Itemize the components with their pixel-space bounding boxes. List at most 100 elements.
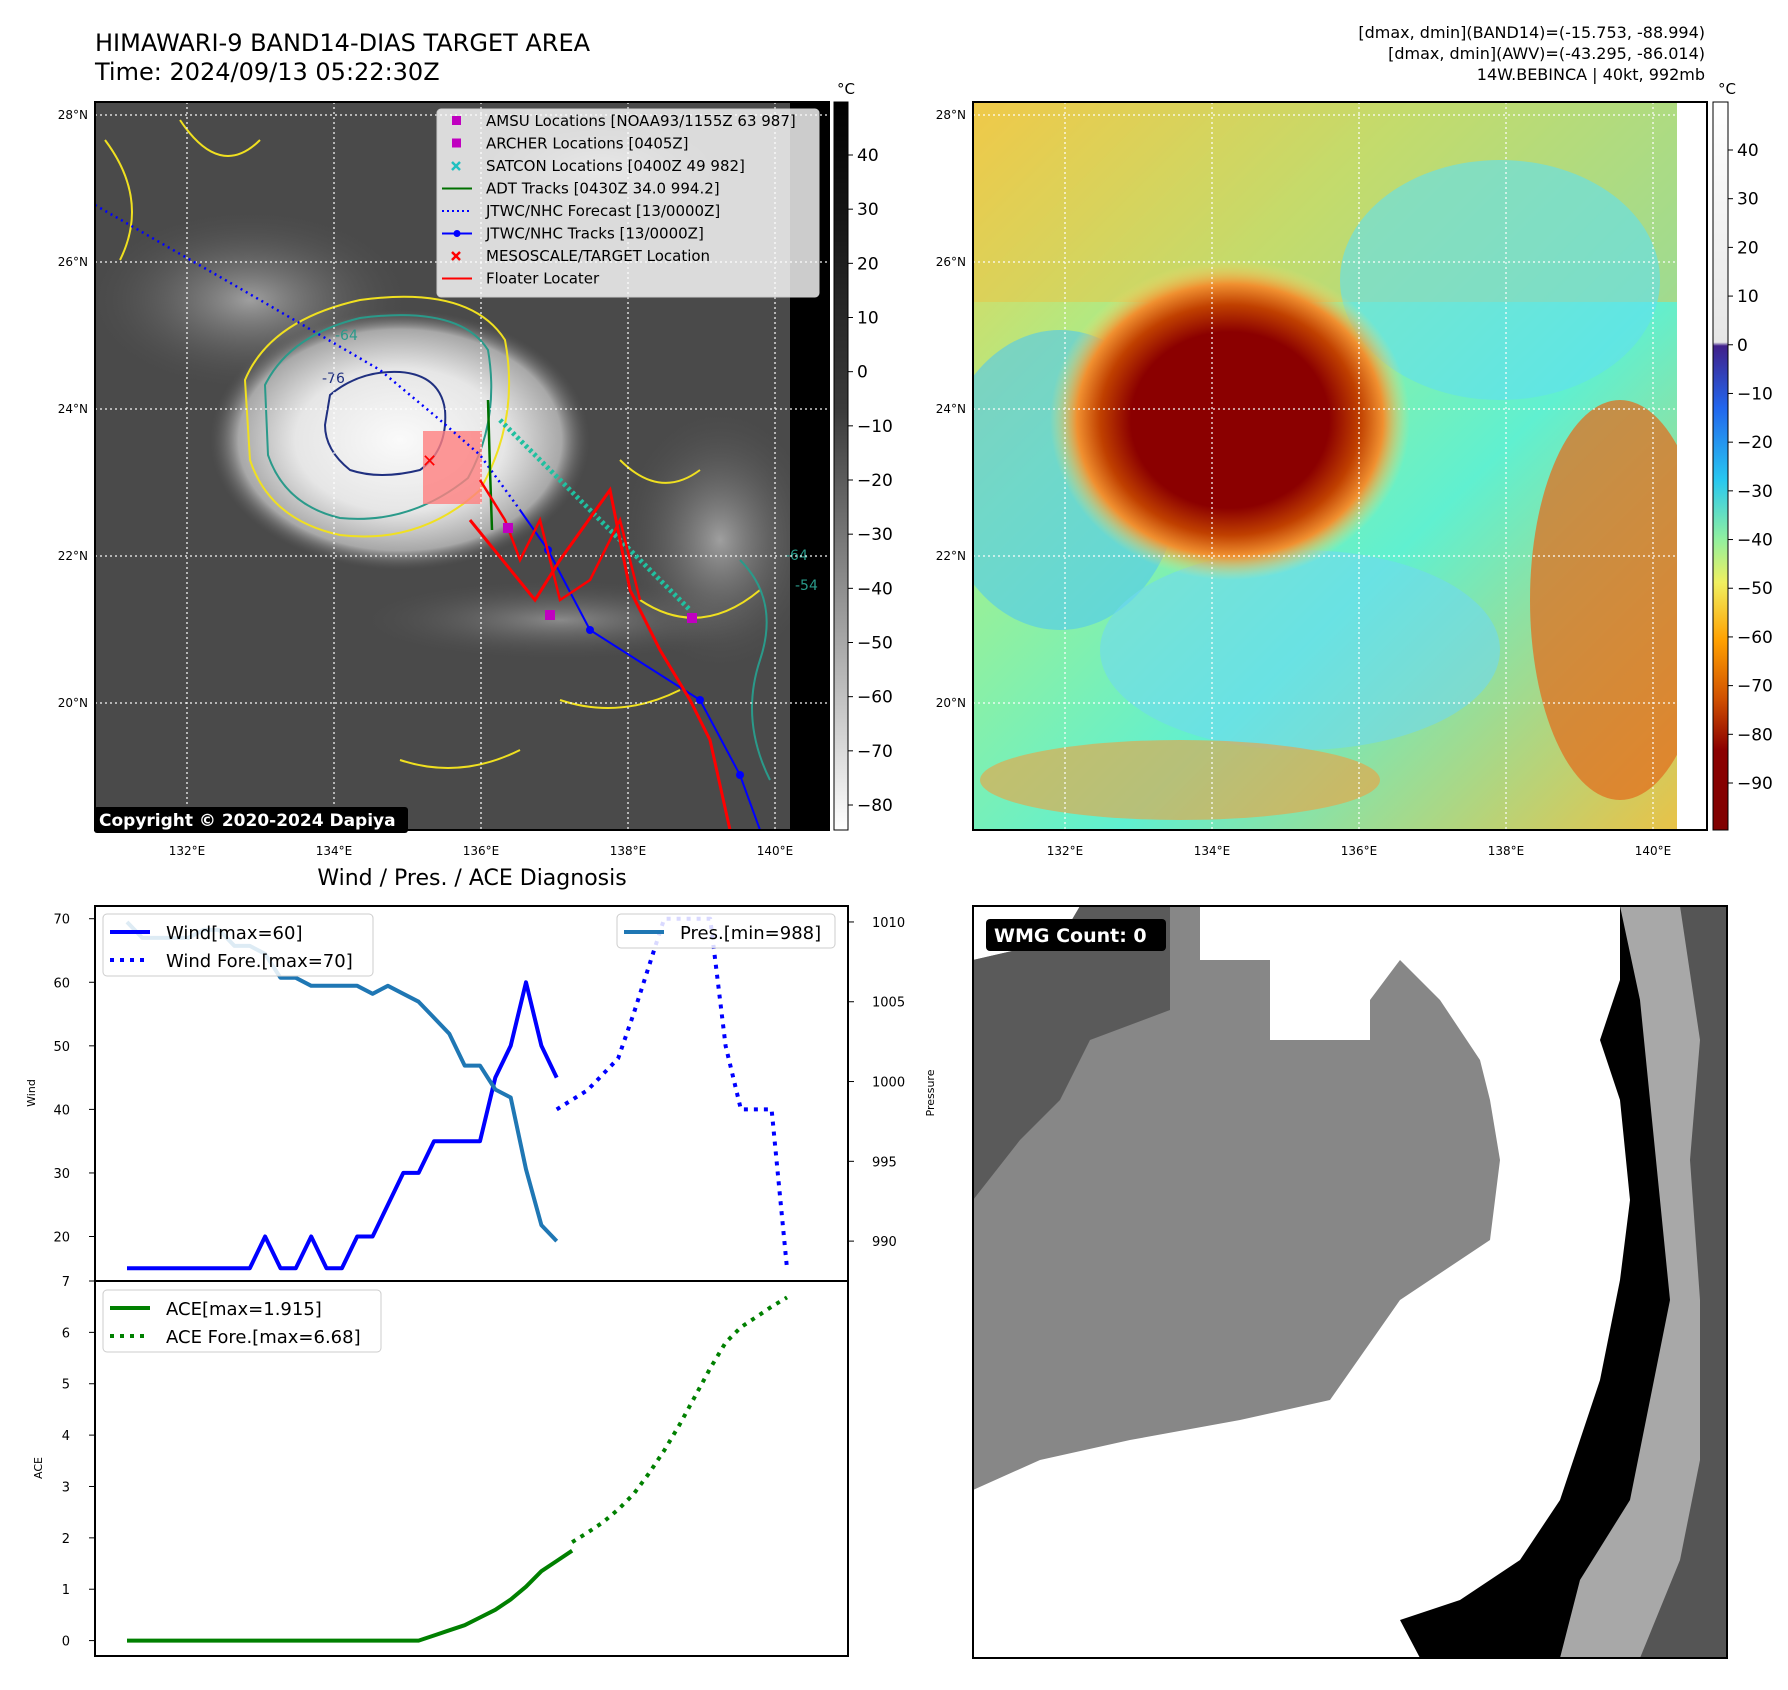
storm-tracks: ✕ xyxy=(95,203,761,830)
amsu-marker xyxy=(687,613,697,623)
lat-label: 28°N xyxy=(58,108,88,122)
colorbar-right-label: 20 xyxy=(1737,238,1759,258)
wind-y-ticks: 20 30 40 50 60 70 xyxy=(53,913,95,1246)
pressure-tick-label: 990 xyxy=(872,1235,897,1250)
colorbar-right-label: −70 xyxy=(1737,677,1773,697)
ir-map-lat-labels: 28°N 26°N 24°N 22°N 20°N xyxy=(58,108,88,710)
lat-label: 24°N xyxy=(936,402,966,416)
contour-label: -64 xyxy=(335,328,358,344)
lat-label: 28°N xyxy=(936,108,966,122)
legend-item: Floater Locater xyxy=(442,270,600,288)
legend-item: SATCON Locations [0400Z 49 982] xyxy=(451,157,745,175)
awv-map-frame xyxy=(972,101,1708,831)
legend-label: ARCHER Locations [0405Z] xyxy=(486,135,689,153)
colorbar-left-label: −80 xyxy=(857,796,893,816)
colorbar-left-label: 0 xyxy=(857,363,868,383)
lon-label: 138°E xyxy=(610,844,647,858)
ace-y-ticks: 0 1 2 3 4 5 6 7 xyxy=(62,1275,95,1650)
lat-label: 22°N xyxy=(58,549,88,563)
legend-item: AMSU Locations [NOAA93/1155Z 63 987] xyxy=(452,112,796,130)
series-line xyxy=(127,1549,574,1643)
legend-item: ADT Tracks [0430Z 34.0 994.2] xyxy=(442,180,720,198)
ace-legend: ACE[max=1.915] ACE Fore.[max=6.68] xyxy=(102,1289,382,1353)
legend-square-icon xyxy=(452,116,461,125)
lat-label: 20°N xyxy=(936,696,966,710)
colorbar-left-label: −10 xyxy=(857,417,893,437)
colorbar-left-label: −60 xyxy=(857,688,893,708)
wmg-frame xyxy=(972,905,1728,1659)
awv-map-lon-labels: 132°E 134°E 136°E 138°E 140°E xyxy=(1047,844,1672,858)
legend-label: SATCON Locations [0400Z 49 982] xyxy=(486,157,745,175)
wind-tick-label: 70 xyxy=(53,913,70,928)
legend-pres-label: Pres.[min=988] xyxy=(680,923,821,944)
amsu-marker xyxy=(545,610,555,620)
colorbar-left-unit: °C xyxy=(837,80,855,98)
lat-label: 26°N xyxy=(58,255,88,269)
ace-tick-label: 6 xyxy=(62,1326,70,1341)
legend-label: JTWC/NHC Forecast [13/0000Z] xyxy=(485,202,720,220)
floater-track xyxy=(468,486,732,830)
lon-label: 134°E xyxy=(316,844,353,858)
legend-wind-label: Wind[max=60] xyxy=(166,923,303,944)
lon-label: 134°E xyxy=(1194,844,1231,858)
colorbar-right-label: −80 xyxy=(1737,725,1773,745)
colorbar-right-label: −60 xyxy=(1737,628,1773,648)
satcon-track xyxy=(498,418,692,612)
ace-tick-label: 5 xyxy=(62,1378,70,1393)
pressure-tick-label: 995 xyxy=(872,1155,897,1170)
track-point xyxy=(586,626,594,634)
pressure-tick-label: 1000 xyxy=(872,1076,905,1091)
ace-series xyxy=(127,1295,789,1643)
legend-label: ADT Tracks [0430Z 34.0 994.2] xyxy=(486,180,720,198)
colorbar-right-ticks: 40 30 20 10 0 −10 −20 −30 −40 −50 −60 −70 −80 −90 xyxy=(1728,141,1773,794)
colorbar-left-label: 40 xyxy=(857,146,879,166)
wind-tick-label: 30 xyxy=(53,1167,70,1182)
pressure-tick-label: 1005 xyxy=(872,996,905,1011)
ace-tick-label: 4 xyxy=(62,1429,70,1444)
colorbar-left xyxy=(833,101,849,831)
legend-item: MESOSCALE/TARGET Location xyxy=(451,247,710,265)
colorbar-right-label: −40 xyxy=(1737,531,1773,551)
colorbar-right-label: −90 xyxy=(1737,774,1773,794)
colorbar-left-label: −50 xyxy=(857,634,893,654)
awv-map-gridlines xyxy=(973,102,1707,830)
figure-title: HIMAWARI-9 BAND14-DIAS TARGET AREA xyxy=(95,29,591,57)
track-point xyxy=(696,696,704,704)
copyright-badge: Copyright © 2020-2024 Dapiya xyxy=(94,807,408,833)
ir-map-lon-labels: 132°E 134°E 136°E 138°E 140°E xyxy=(169,844,794,858)
legend-ace-fore-label: ACE Fore.[max=6.68] xyxy=(166,1327,361,1348)
colorbar-left-label: −40 xyxy=(857,579,893,599)
legend-label: JTWC/NHC Tracks [13/0000Z] xyxy=(485,225,704,243)
pressure-axis-label: Pressure xyxy=(924,1069,937,1116)
legend-item: JTWC/NHC Tracks [13/0000Z] xyxy=(442,225,704,243)
colorbar-right-label: 10 xyxy=(1737,287,1759,307)
ace-tick-label: 3 xyxy=(62,1480,70,1495)
track-point xyxy=(736,771,744,779)
info-storm: 14W.BEBINCA | 40kt, 992mb xyxy=(1477,65,1705,84)
legend-ace-label: ACE[max=1.915] xyxy=(166,1299,322,1320)
wind-tick-label: 60 xyxy=(53,976,70,991)
colorbar-left-label: 20 xyxy=(857,254,879,274)
colorbar-left-label: −70 xyxy=(857,742,893,762)
series-line xyxy=(571,1295,789,1544)
colorbar-right-label: −30 xyxy=(1737,482,1773,502)
colorbar-right-label: 30 xyxy=(1737,190,1759,210)
map-legend: AMSU Locations [NOAA93/1155Z 63 987] ARCH… xyxy=(436,108,820,298)
wind-axis-label: Wind xyxy=(25,1079,38,1107)
ace-tick-label: 0 xyxy=(62,1635,70,1650)
awv-map-imagery xyxy=(973,102,1707,830)
wind-tick-label: 50 xyxy=(53,1040,70,1055)
lon-label: 136°E xyxy=(463,844,500,858)
lon-label: 132°E xyxy=(1047,844,1084,858)
legend-wind-fore-label: Wind Fore.[max=70] xyxy=(166,951,353,972)
ace-tick-label: 7 xyxy=(62,1275,70,1290)
colorbar-right xyxy=(1712,101,1729,831)
awv-map-lat-labels: 28°N 26°N 24°N 22°N 20°N xyxy=(936,108,966,710)
colorbar-right-label: −10 xyxy=(1737,384,1773,404)
legend-item: JTWC/NHC Forecast [13/0000Z] xyxy=(442,202,720,220)
colorbar-left-ticks: 40 30 20 10 0 −10 −20 −30 −40 −50 −60 −70 −80 xyxy=(848,146,893,816)
pres-legend: Pres.[min=988] xyxy=(616,913,836,949)
colorbar-left-label: −20 xyxy=(857,471,893,491)
wmg-count: WMG Count: 0 xyxy=(994,925,1147,947)
